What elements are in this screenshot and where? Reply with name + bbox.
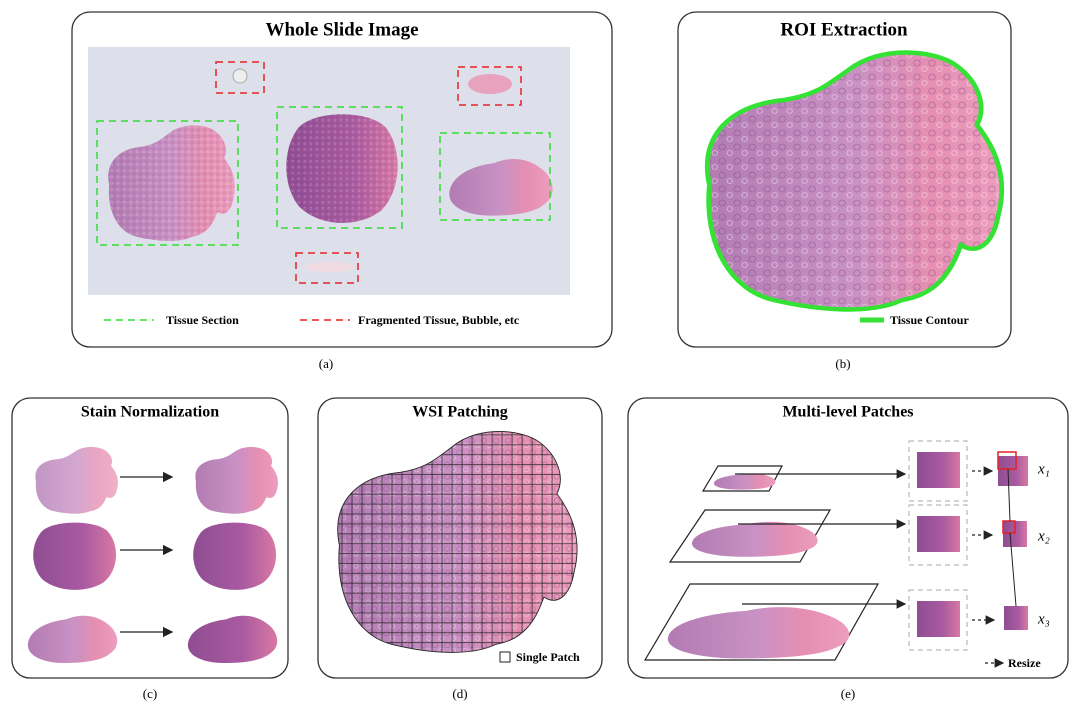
- decoration: [215, 61, 265, 94]
- caption: (c): [143, 686, 157, 701]
- legend-box: [499, 651, 511, 663]
- decoration: [908, 440, 968, 651]
- panel-title: Multi-level Patches: [782, 404, 913, 421]
- decoration: [33, 522, 117, 590]
- level-label: x₃: [1037, 611, 1050, 627]
- tissue: [108, 68, 553, 272]
- panel-title: Whole Slide Image: [265, 19, 418, 40]
- caption: (e): [841, 686, 855, 701]
- decoration: [908, 440, 968, 502]
- decoration: [997, 451, 1017, 470]
- boxes: [96, 61, 551, 321]
- decoration: [457, 66, 522, 106]
- panel-title: ROI Extraction: [780, 19, 908, 40]
- stain-pairs: [27, 446, 278, 663]
- decoration: [305, 262, 355, 272]
- legend-label: Single Patch: [516, 650, 580, 664]
- decoration: [998, 456, 1028, 486]
- decoration: [232, 68, 248, 84]
- decoration: [276, 106, 403, 229]
- decoration: [1002, 520, 1016, 534]
- decoration: [908, 504, 968, 566]
- decoration: [295, 252, 359, 284]
- decoration: [972, 466, 996, 625]
- level-label: x₁: [1037, 461, 1050, 477]
- decoration: [917, 452, 960, 488]
- caption: (d): [452, 686, 467, 701]
- decoration: [917, 601, 960, 637]
- decoration: [193, 522, 277, 590]
- decoration: [286, 114, 398, 223]
- legend-label: Tissue Contour: [890, 313, 969, 327]
- panel-title: Stain Normalization: [81, 404, 219, 421]
- legend-label: Resize: [1008, 656, 1041, 670]
- decoration: [1007, 468, 1011, 522]
- level-label: x₂: [1037, 528, 1050, 544]
- decoration: [908, 589, 968, 651]
- caption: (a): [319, 356, 333, 371]
- legend-label: Fragmented Tissue, Bubble, etc: [358, 313, 520, 327]
- caption: (b): [835, 356, 850, 371]
- decoration: [1004, 606, 1028, 630]
- panel-title: WSI Patching: [412, 404, 508, 421]
- decoration: [468, 74, 512, 94]
- decoration: [1009, 532, 1017, 607]
- pyramid: [643, 440, 1028, 668]
- legend-label: Tissue Section: [166, 313, 239, 327]
- decoration: [439, 132, 551, 221]
- decoration: [917, 516, 960, 552]
- decoration: [96, 120, 239, 246]
